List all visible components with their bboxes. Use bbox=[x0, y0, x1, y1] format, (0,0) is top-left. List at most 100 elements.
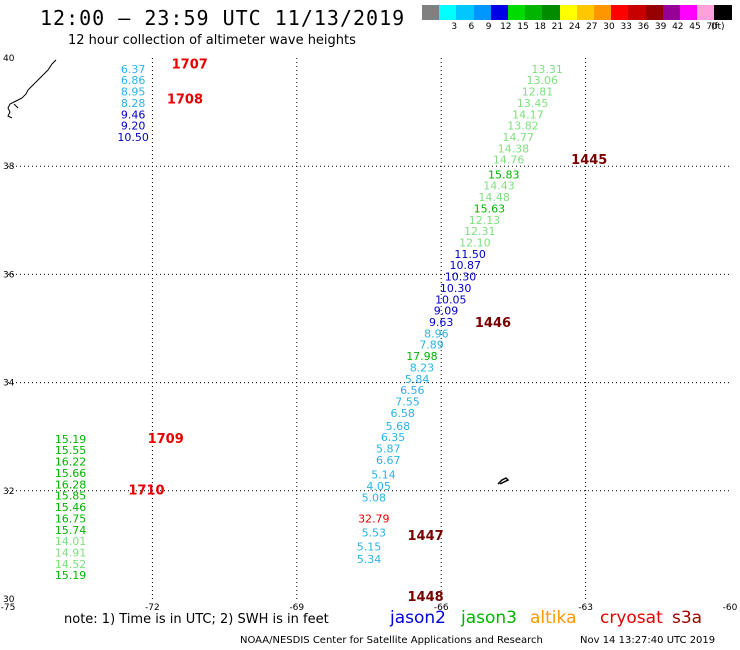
legend-label: 15 bbox=[517, 22, 529, 32]
wave-height-value: 15.19 bbox=[55, 569, 87, 582]
wave-height-value: 14.17 bbox=[512, 108, 544, 121]
x-tick-label: -69 bbox=[289, 603, 304, 613]
legend-swatch bbox=[490, 5, 509, 20]
wave-height-value: 8.95 bbox=[121, 86, 146, 99]
legend-swatch bbox=[559, 5, 578, 20]
legend-label: 3 bbox=[451, 22, 458, 32]
wave-height-value: 10.05 bbox=[435, 293, 467, 306]
satellite-label: altika bbox=[530, 608, 577, 628]
wave-height-value: 10.50 bbox=[117, 131, 149, 144]
wave-height-value: 15.85 bbox=[55, 490, 87, 503]
map-grid bbox=[8, 58, 730, 599]
legend-swatch bbox=[697, 5, 716, 20]
page-title: 12:00 – 23:59 UTC 11/13/2019 bbox=[40, 6, 406, 30]
satellite-label: s3a bbox=[672, 608, 703, 628]
x-tick-label: -66 bbox=[434, 603, 449, 613]
legend-swatch bbox=[576, 5, 595, 20]
legend-label: 45 bbox=[689, 22, 701, 32]
wave-height-value: 14.91 bbox=[55, 546, 87, 559]
wave-height-value: 12.31 bbox=[464, 225, 496, 238]
wave-height-value: 32.79 bbox=[358, 512, 390, 525]
wave-height-value: 10.30 bbox=[445, 271, 477, 284]
wave-height-value: 17.98 bbox=[406, 350, 438, 363]
pass-time-label: 1707 bbox=[172, 57, 208, 72]
axis-ticks: -75 -72 -69 -66 -63 -60 30 32 34 36 38 40 bbox=[1, 54, 738, 613]
satellite-label: cryosat bbox=[600, 608, 663, 628]
wave-height-value: 14.77 bbox=[502, 131, 534, 144]
legend-label: 39 bbox=[654, 22, 667, 32]
wave-height-value: 6.56 bbox=[400, 384, 425, 397]
legend-swatch bbox=[628, 5, 647, 20]
legend-swatch bbox=[542, 5, 561, 20]
wave-height-value: 12.81 bbox=[522, 86, 554, 99]
legend-label: 42 bbox=[672, 22, 684, 32]
pass-time-label: 1445 bbox=[571, 153, 607, 168]
x-tick-label: -63 bbox=[578, 603, 593, 613]
legend-swatch bbox=[525, 5, 544, 20]
wave-height-value: 5.14 bbox=[371, 469, 396, 482]
wave-height-value: 14.38 bbox=[498, 142, 530, 155]
pass-time-label: 1447 bbox=[408, 529, 444, 544]
pass-time-label: 1709 bbox=[148, 432, 184, 447]
legend-label: 36 bbox=[637, 22, 650, 32]
pass-time-label: 1448 bbox=[408, 590, 444, 605]
wave-height-value: 5.15 bbox=[357, 541, 382, 554]
wave-height-value: 5.34 bbox=[357, 553, 382, 566]
legend-label: 70 bbox=[706, 22, 718, 32]
satellite-label: jason3 bbox=[461, 608, 517, 628]
legend-unit: (ft) bbox=[711, 22, 725, 32]
wave-height-value: 5.84 bbox=[405, 373, 430, 386]
wave-height-value: 7.89 bbox=[419, 339, 444, 352]
wave-height-value: 7.55 bbox=[395, 396, 420, 409]
wave-height-value: 9.63 bbox=[429, 316, 454, 329]
wave-height-value: 10.87 bbox=[450, 259, 482, 272]
wave-height-value: 14.48 bbox=[478, 191, 510, 204]
legend-swatch bbox=[439, 5, 458, 20]
legend-swatch bbox=[645, 5, 664, 20]
wave-height-value: 8.28 bbox=[121, 97, 146, 110]
legend-label: 9 bbox=[485, 22, 492, 32]
legend-label: 6 bbox=[468, 22, 475, 32]
wave-height-value: 15.83 bbox=[488, 168, 520, 181]
legend-label: 33 bbox=[620, 22, 632, 32]
units-note: note: 1) Time is in UTC; 2) SWH is in fe… bbox=[64, 612, 329, 627]
wave-height-value: 16.75 bbox=[55, 512, 87, 525]
x-tick-label: -75 bbox=[1, 603, 16, 613]
legend-swatch bbox=[422, 5, 440, 20]
wave-height-value: 6.35 bbox=[381, 431, 406, 444]
legend-swatch bbox=[662, 5, 681, 20]
generated-timestamp: Nov 14 13:27:40 UTC 2019 bbox=[580, 635, 716, 646]
coastline-shape bbox=[7, 59, 57, 119]
observations-layer: 6.376.868.958.289.469.2010.5013.3113.061… bbox=[55, 63, 563, 582]
wave-height-value: 13.31 bbox=[531, 63, 563, 76]
wave-height-value: 8.96 bbox=[424, 327, 449, 340]
pass-time-label: 1708 bbox=[167, 93, 203, 108]
legend-swatch bbox=[456, 5, 475, 20]
pass-time-label: 1710 bbox=[128, 484, 164, 499]
wave-height-value: 13.06 bbox=[527, 74, 559, 87]
wave-height-value: 5.68 bbox=[386, 420, 411, 433]
x-tick-label: -72 bbox=[145, 603, 160, 613]
legend-swatch bbox=[680, 5, 698, 20]
satellite-label: jason2 bbox=[390, 608, 446, 628]
wave-height-value: 15.46 bbox=[55, 501, 87, 514]
legend-label: 18 bbox=[534, 22, 546, 32]
legend-swatch bbox=[473, 5, 492, 20]
legend-swatch bbox=[594, 5, 612, 20]
legend-label: 24 bbox=[568, 22, 581, 32]
wave-height-value: 16.28 bbox=[55, 478, 87, 491]
legend-swatch bbox=[508, 5, 526, 20]
y-tick-label: 36 bbox=[3, 270, 15, 280]
wave-height-value: 5.53 bbox=[362, 526, 387, 539]
legend-label: 12 bbox=[500, 22, 512, 32]
wave-height-value: 10.30 bbox=[440, 282, 472, 295]
wave-height-value: 6.86 bbox=[121, 74, 146, 87]
legend-swatch bbox=[611, 5, 630, 20]
wave-height-value: 5.08 bbox=[362, 491, 387, 504]
wave-height-value: 6.37 bbox=[121, 63, 146, 76]
wave-height-value: 15.63 bbox=[474, 202, 506, 215]
wave-height-value: 6.58 bbox=[390, 407, 415, 420]
wave-height-value: 15.74 bbox=[55, 524, 87, 537]
wave-height-value: 15.66 bbox=[55, 467, 87, 480]
